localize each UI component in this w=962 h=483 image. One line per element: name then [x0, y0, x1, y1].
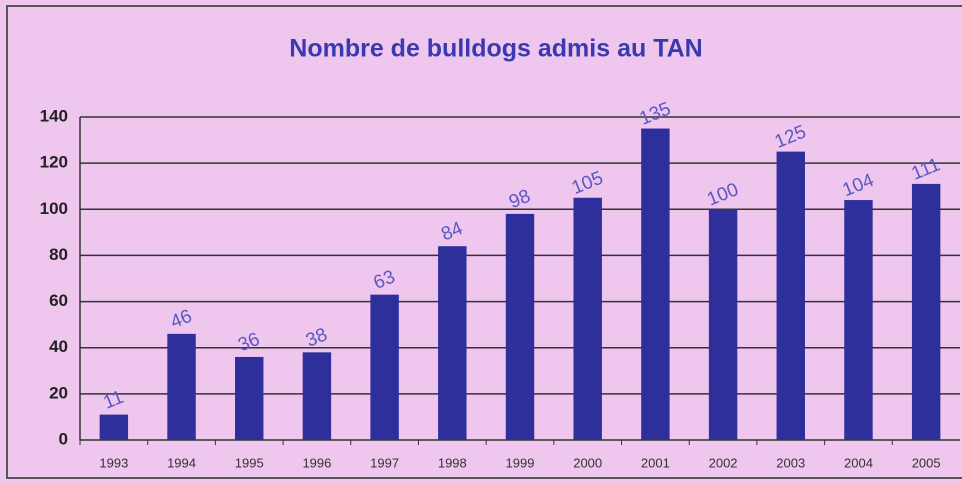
y-tick-label: 120	[40, 153, 68, 172]
chart-title: Nombre de bulldogs admis au TAN	[289, 35, 702, 63]
bar	[438, 246, 467, 440]
x-tick-label: 2003	[776, 455, 805, 470]
y-tick-label: 40	[49, 337, 68, 356]
x-tick-label: 1993	[99, 455, 128, 470]
x-tick-label: 2000	[573, 455, 602, 470]
bar	[844, 200, 873, 440]
x-tick-label: 1997	[370, 455, 399, 470]
bar	[235, 356, 264, 440]
y-tick-label: 20	[49, 383, 68, 402]
x-tick-label: 2004	[844, 455, 873, 470]
frame	[6, 5, 962, 479]
bar	[167, 333, 196, 440]
bar	[99, 414, 129, 440]
bar	[641, 128, 670, 441]
x-tick-label: 1996	[302, 455, 331, 470]
bar	[776, 151, 805, 440]
bar	[302, 352, 332, 440]
x-tick-label: 2002	[709, 455, 738, 470]
x-tick-label: 1999	[506, 455, 535, 470]
x-tick-label: 2001	[641, 455, 670, 470]
bar	[708, 209, 738, 440]
bar	[911, 183, 941, 440]
x-tick-label: 1995	[235, 455, 264, 470]
x-tick-label: 1994	[167, 455, 196, 470]
bar	[370, 294, 399, 440]
y-tick-label: 80	[49, 245, 68, 264]
y-tick-label: 0	[59, 429, 68, 448]
y-tick-label: 100	[40, 199, 68, 218]
x-tick-label: 2005	[912, 455, 941, 470]
bar	[573, 197, 602, 440]
y-tick-label: 140	[40, 106, 68, 125]
x-tick-label: 1998	[438, 455, 467, 470]
bar	[505, 213, 535, 440]
y-tick-label: 60	[49, 291, 68, 310]
